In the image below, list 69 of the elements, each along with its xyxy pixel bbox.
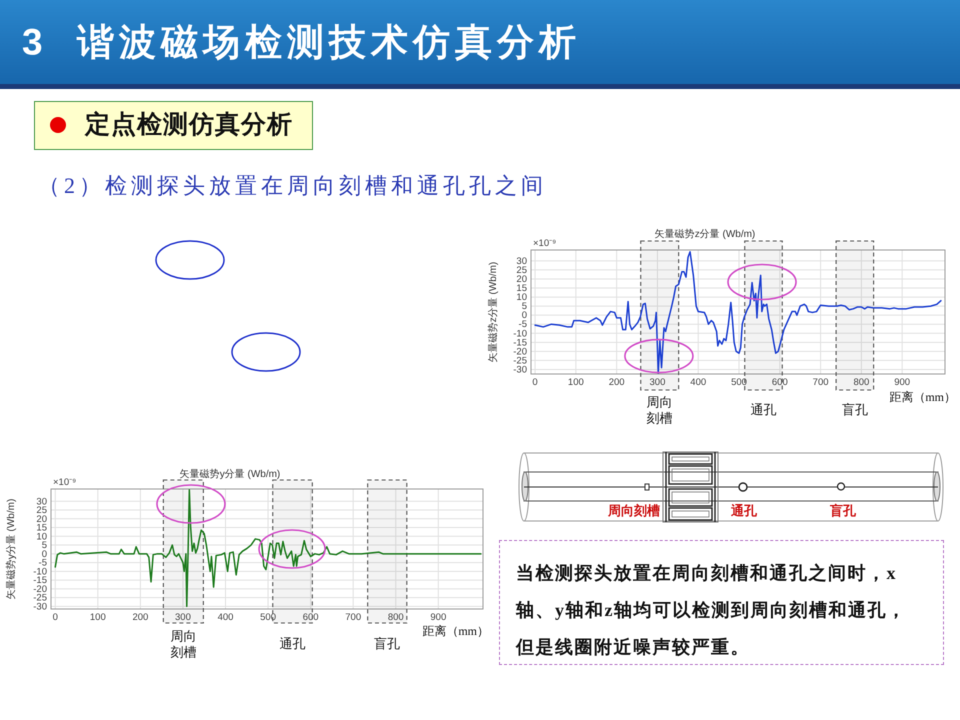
y-tick-label: 25 (516, 264, 527, 276)
text: 3 谐波磁场检测技术仿真分析 (22, 22, 581, 64)
y-tick-label: -25 (33, 592, 47, 604)
y-tick-label: -30 (33, 600, 47, 612)
band-label: 盲孔 (840, 402, 869, 418)
y-axis-title: 矢量磁势y分量 (Wb/m) (4, 498, 16, 600)
text: ×10⁻⁹ (53, 476, 76, 488)
x-tick-label: 300 (650, 376, 666, 388)
y-tick-label: 25 (36, 504, 47, 516)
x-tick-label: 900 (894, 376, 910, 388)
x-tick-label: 400 (218, 612, 234, 622)
line-series (54, 489, 482, 608)
y-tick-label: -15 (513, 336, 527, 348)
y-tick-label: 0 (522, 310, 527, 321)
x-tick-label: 900 (430, 612, 446, 622)
y-tick-label: 5 (42, 540, 47, 551)
y-tick-label: 20 (516, 273, 527, 284)
x-tick-label: 300 (175, 612, 191, 622)
y-tick-label: -30 (513, 364, 527, 375)
band-label: 周向刻槽 (169, 628, 198, 660)
text: （2）检测探头放置在周向刻槽和通孔孔之间 (38, 172, 547, 200)
x-tick-label: 500 (731, 376, 747, 388)
band-label: 周向刻槽 (646, 394, 674, 426)
y-tick-label: -10 (513, 328, 527, 339)
text: 定点检测仿真分析 (85, 110, 293, 139)
y-tick-label: 20 (36, 513, 47, 524)
y-tick-label: -5 (38, 557, 47, 568)
x-tick-label: 600 (302, 612, 319, 622)
y-tick-label: 15 (36, 522, 47, 534)
x-tick-label: 800 (853, 376, 870, 388)
x-tick-label: 0 (532, 376, 538, 388)
x-tick-label: 500 (260, 612, 276, 622)
line-series (534, 251, 942, 374)
x-axis-title: 距离（mm） (889, 390, 956, 404)
text: 盲孔 (830, 502, 856, 518)
y-axis-title: 矢量磁势z分量 (Wb/m) (486, 262, 498, 362)
x-tick-label: 400 (690, 376, 706, 388)
y-tick-label: -15 (33, 574, 47, 586)
x-tick-label: 100 (568, 376, 584, 388)
chart-title: 矢量磁势y分量 (Wb/m) (180, 468, 280, 480)
text: ×10⁻⁹ (533, 238, 556, 248)
x-tick-label: 600 (772, 376, 788, 388)
y-tick-label: 10 (36, 530, 47, 542)
y-tick-label: 30 (36, 496, 47, 507)
x-tick-label: 700 (345, 612, 362, 622)
x-tick-label: 200 (608, 376, 625, 388)
text: 通孔 (731, 502, 757, 518)
y-tick-label: 0 (42, 548, 47, 560)
y-tick-label: -10 (33, 566, 47, 577)
y-tick-label: 5 (522, 300, 527, 312)
text: 当检测探头放置在周向刻槽和通孔之间时，x轴、y轴和z轴均可以检测到周向刻槽和通孔，但是线圈附近噪声较严重。 (499, 540, 944, 665)
text: 周向刻槽 (608, 502, 660, 518)
y-tick-label: 15 (516, 282, 527, 294)
band-label: 盲孔 (373, 636, 402, 652)
x-tick-label: 700 (812, 376, 829, 388)
y-tick-label: -25 (513, 354, 527, 366)
y-tick-label: -20 (513, 346, 527, 357)
band-label: 通孔 (278, 636, 307, 652)
y-tick-label: 10 (516, 292, 527, 303)
x-tick-label: 200 (132, 612, 148, 622)
band-label: 通孔 (749, 402, 778, 418)
x-tick-label: 0 (52, 612, 58, 622)
x-tick-label: 800 (388, 612, 404, 622)
y-tick-label: -5 (518, 318, 527, 330)
x-axis-title: 距离（mm） (422, 624, 489, 638)
y-tick-label: -20 (33, 583, 47, 594)
y-tick-label: 30 (516, 255, 527, 266)
chart-title: 矢量磁势z分量 (Wb/m) (654, 228, 756, 240)
x-tick-label: 100 (90, 612, 106, 622)
